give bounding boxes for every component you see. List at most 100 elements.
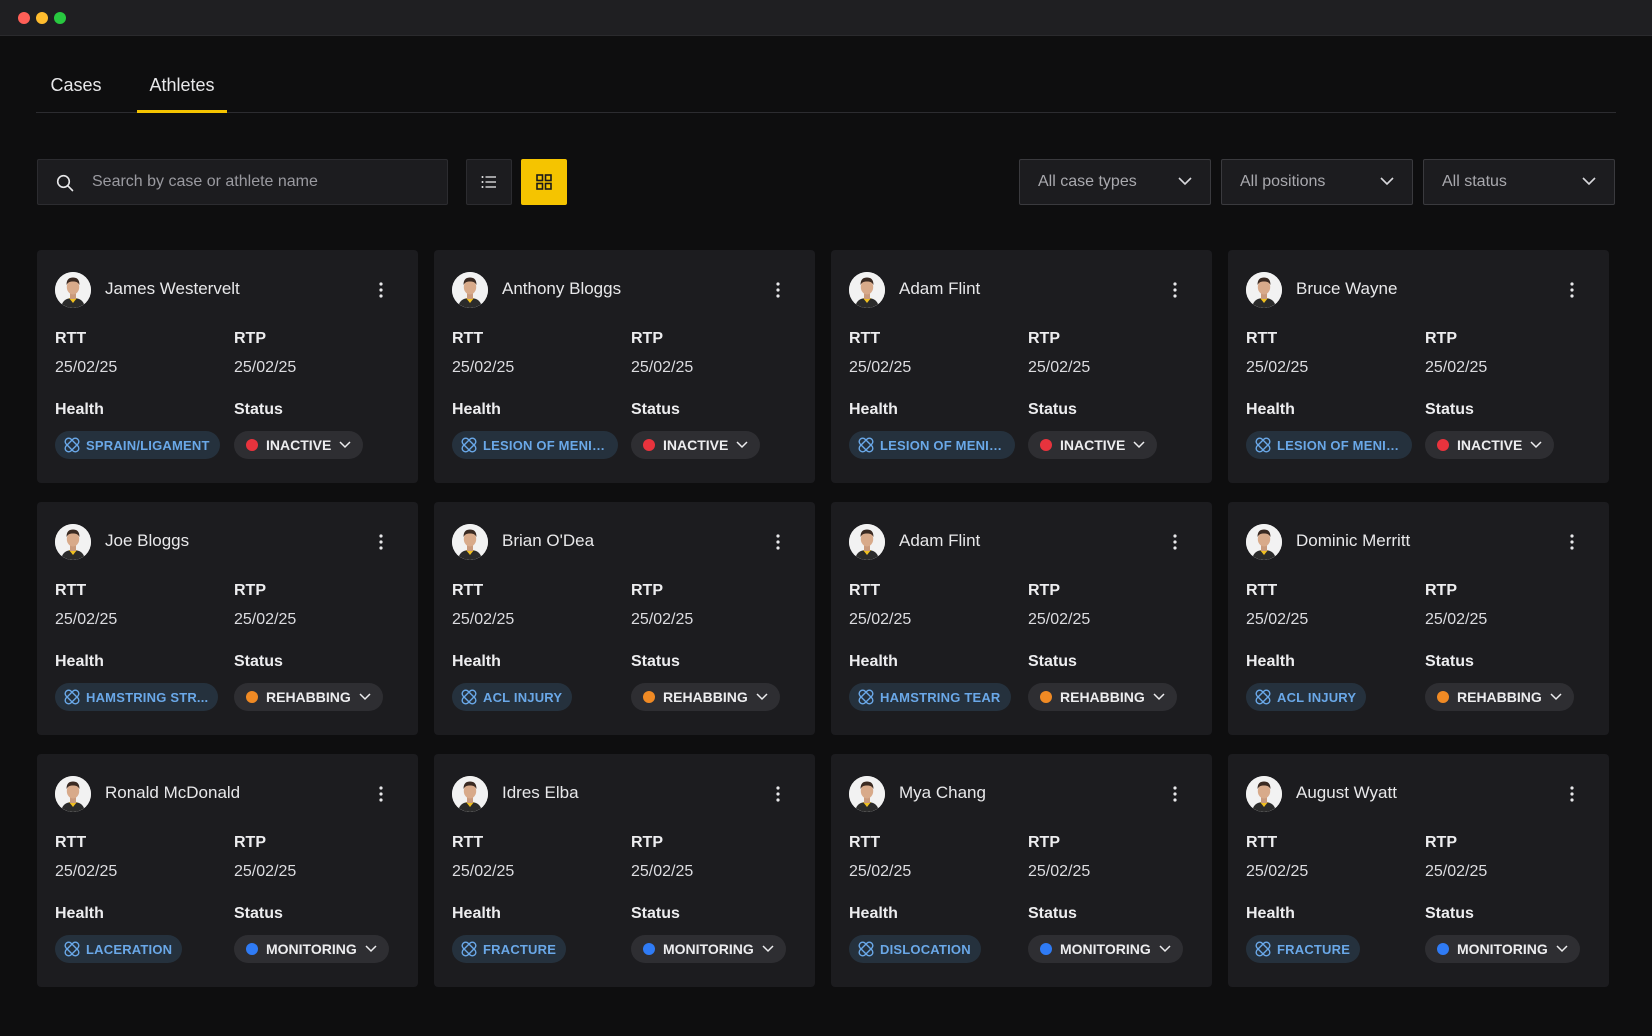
more-options-icon[interactable] — [772, 784, 784, 804]
status-dot — [643, 943, 655, 955]
more-options-icon[interactable] — [1169, 784, 1181, 804]
chevron-down-icon — [1153, 693, 1165, 701]
athlete-card[interactable]: Mya Chang RTT RTP 25/02/25 25/02/25 Heal… — [831, 754, 1212, 987]
athlete-photo-icon — [452, 524, 488, 560]
status-dropdown[interactable]: INACTIVE — [1425, 431, 1555, 459]
more-options-icon[interactable] — [772, 280, 784, 300]
chevron-down-icon — [339, 441, 351, 449]
tab-athletes[interactable]: Athletes — [137, 60, 227, 113]
athlete-card[interactable]: Idres Elba RTT RTP 25/02/25 25/02/25 Hea… — [434, 754, 815, 987]
rtt-date: 25/02/25 — [452, 863, 515, 880]
status-label: Status — [234, 401, 283, 418]
position-filter[interactable]: All positions — [1221, 159, 1413, 205]
avatar — [849, 272, 885, 308]
health-badge: FRACTURE — [452, 935, 567, 963]
search-input[interactable] — [92, 160, 432, 204]
chevron-down-icon — [359, 693, 371, 701]
status-dropdown[interactable]: MONITORING — [234, 935, 389, 963]
more-options-icon[interactable] — [375, 532, 387, 552]
athlete-card[interactable]: James Westervelt RTT RTP 25/02/25 25/02/… — [37, 250, 418, 483]
bandage-icon — [858, 689, 874, 705]
avatar — [55, 272, 91, 308]
status-dropdown[interactable]: INACTIVE — [234, 431, 364, 459]
avatar — [55, 524, 91, 560]
status-dot — [1040, 439, 1052, 451]
tab-cases[interactable]: Cases — [50, 75, 102, 95]
athlete-card[interactable]: Brian O'Dea RTT RTP 25/02/25 25/02/25 He… — [434, 502, 815, 735]
rtt-label: RTT — [1246, 330, 1278, 347]
status-dropdown[interactable]: REHABBING — [1028, 683, 1177, 711]
rtt-label: RTT — [849, 582, 881, 599]
rtp-date: 25/02/25 — [1425, 359, 1488, 376]
athlete-card[interactable]: Ronald McDonald RTT RTP 25/02/25 25/02/2… — [37, 754, 418, 987]
more-options-icon[interactable] — [1566, 784, 1578, 804]
more-options-icon[interactable] — [1169, 532, 1181, 552]
status-dropdown[interactable]: MONITORING — [631, 935, 786, 963]
athlete-card[interactable]: Adam Flint RTT RTP 25/02/25 25/02/25 Hea… — [831, 502, 1212, 735]
more-options-icon[interactable] — [1566, 280, 1578, 300]
status-filter[interactable]: All status — [1423, 159, 1615, 205]
status-filter-label: All status — [1442, 173, 1507, 190]
rtt-date: 25/02/25 — [1246, 359, 1309, 376]
athlete-card[interactable]: August Wyatt RTT RTP 25/02/25 25/02/25 H… — [1228, 754, 1609, 987]
case-type-filter[interactable]: All case types — [1019, 159, 1211, 205]
window-titlebar — [0, 0, 1652, 36]
bandage-icon — [1255, 689, 1271, 705]
status-dot — [643, 691, 655, 703]
athlete-card[interactable]: Anthony Bloggs RTT RTP 25/02/25 25/02/25… — [434, 250, 815, 483]
athlete-photo-icon — [849, 272, 885, 308]
rtt-label: RTT — [55, 330, 87, 347]
maximize-window-button[interactable] — [54, 12, 66, 24]
health-badge-text: HAMSTRING TEAR — [880, 689, 1001, 705]
bandage-icon — [1255, 437, 1271, 453]
rtp-date: 25/02/25 — [631, 863, 694, 880]
athlete-card[interactable]: Adam Flint RTT RTP 25/02/25 25/02/25 Hea… — [831, 250, 1212, 483]
rtp-date: 25/02/25 — [1028, 863, 1091, 880]
status-label: Status — [631, 401, 680, 418]
rtt-label: RTT — [55, 834, 87, 851]
rtt-date: 25/02/25 — [55, 611, 118, 628]
status-text: MONITORING — [266, 941, 357, 957]
rtt-date: 25/02/25 — [849, 611, 912, 628]
rtt-date: 25/02/25 — [452, 611, 515, 628]
rtp-date: 25/02/25 — [1028, 359, 1091, 376]
status-text: MONITORING — [663, 941, 754, 957]
minimize-window-button[interactable] — [36, 12, 48, 24]
status-text: INACTIVE — [1060, 437, 1126, 453]
health-label: Health — [849, 905, 898, 922]
rtp-date: 25/02/25 — [234, 359, 297, 376]
rtt-date: 25/02/25 — [1246, 611, 1309, 628]
status-dropdown[interactable]: REHABBING — [631, 683, 780, 711]
grid-view-button[interactable] — [521, 159, 567, 205]
health-badge-text: ACL INJURY — [1277, 689, 1357, 705]
more-options-icon[interactable] — [772, 532, 784, 552]
more-options-icon[interactable] — [375, 280, 387, 300]
status-text: REHABBING — [1060, 689, 1145, 705]
more-options-icon[interactable] — [375, 784, 387, 804]
athlete-card[interactable]: Bruce Wayne RTT RTP 25/02/25 25/02/25 He… — [1228, 250, 1609, 483]
status-dropdown[interactable]: INACTIVE — [1028, 431, 1158, 459]
status-dot — [643, 439, 655, 451]
chevron-down-icon — [1582, 177, 1596, 186]
close-window-button[interactable] — [18, 12, 30, 24]
status-dropdown[interactable]: REHABBING — [1425, 683, 1574, 711]
athlete-name: Adam Flint — [899, 279, 981, 298]
list-icon — [481, 176, 496, 188]
case-type-filter-label: All case types — [1038, 173, 1137, 190]
more-options-icon[interactable] — [1566, 532, 1578, 552]
more-options-icon[interactable] — [1169, 280, 1181, 300]
health-label: Health — [1246, 401, 1295, 418]
avatar — [55, 776, 91, 812]
health-badge-text: LESION OF MENIS... — [880, 437, 1005, 453]
status-dropdown[interactable]: MONITORING — [1425, 935, 1580, 963]
athlete-photo-icon — [452, 776, 488, 812]
athlete-card[interactable]: Dominic Merritt RTT RTP 25/02/25 25/02/2… — [1228, 502, 1609, 735]
status-dropdown[interactable]: MONITORING — [1028, 935, 1183, 963]
health-label: Health — [55, 401, 104, 418]
health-badge: LESION OF MENIS... — [849, 431, 1015, 459]
athlete-photo-icon — [1246, 524, 1282, 560]
athlete-card[interactable]: Joe Bloggs RTT RTP 25/02/25 25/02/25 Hea… — [37, 502, 418, 735]
status-dropdown[interactable]: INACTIVE — [631, 431, 761, 459]
list-view-button[interactable] — [466, 159, 512, 205]
status-dropdown[interactable]: REHABBING — [234, 683, 383, 711]
